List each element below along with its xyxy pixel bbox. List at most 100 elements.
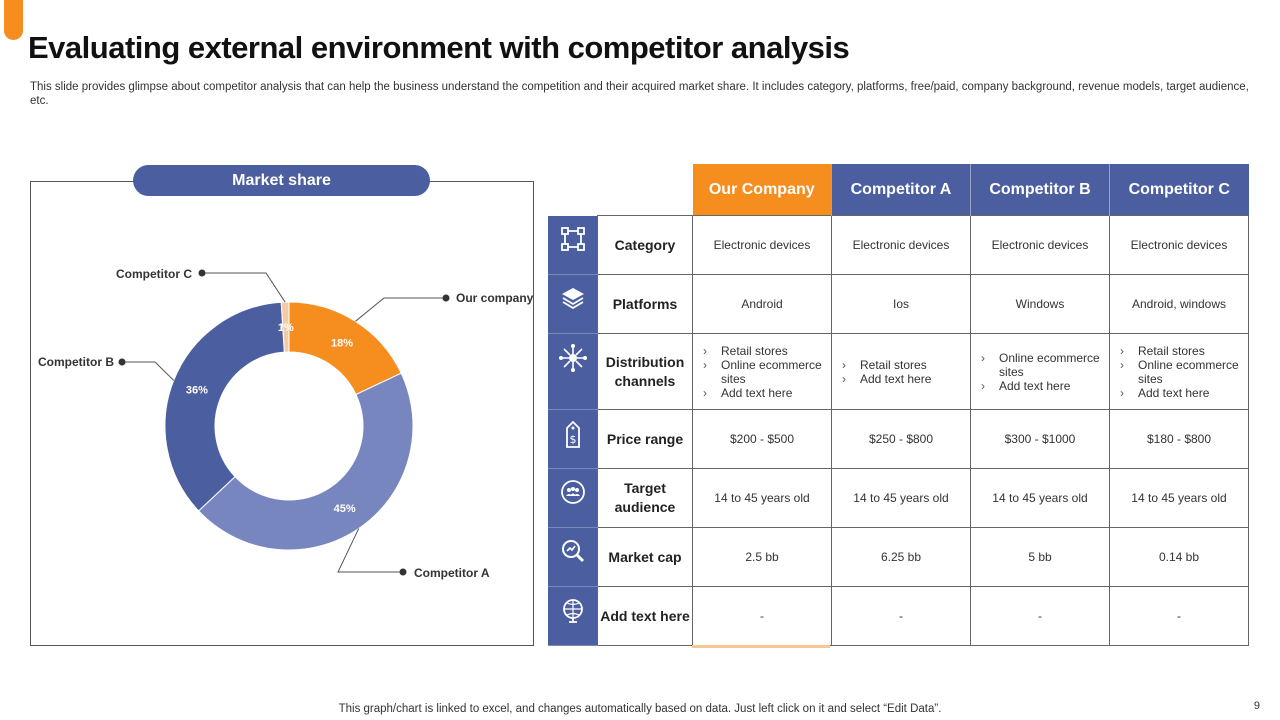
callout-line [122,361,175,381]
page-title: Evaluating external environment with com… [28,30,850,65]
table-row-category: Category Electronic devices Electronic d… [548,215,1249,275]
header-competitor-c: Competitor C [1109,164,1249,216]
row-label: Target audience [597,468,693,528]
header-competitor-b: Competitor B [970,164,1110,216]
table-cell: 0.14 bb [1109,527,1249,587]
footer-note: This graph/chart is linked to excel, and… [338,703,942,715]
list-item: Retail stores [703,344,831,358]
row-icon-cell [548,333,598,410]
list-item: Retail stores [1120,344,1248,358]
table-cell: Windows [970,274,1110,334]
table-cell: - [831,586,971,646]
table-cell: Android [692,274,832,334]
row-label: Platforms [597,274,693,334]
slice-value-label: 1% [278,322,294,334]
callout-line [202,272,286,303]
row-icon-cell [548,468,598,528]
callout-dot [399,568,407,576]
table-cell: Retail stores Online ecommerce sites Add… [1109,333,1249,410]
category-label-competitor-a: Competitor A [414,566,490,580]
globe-icon [562,599,583,623]
row-icon-cell: $ [548,409,598,469]
category-label-our-company: Our company [456,291,534,305]
table-cell: Online ecommerce sites Add text here [970,333,1110,410]
table-row-audience: Target audience 14 to 45 years old 14 to… [548,468,1249,528]
our-company-accent-bar [692,645,830,648]
table-cell: - [970,586,1110,646]
table-cell: Electronic devices [970,215,1110,275]
table-cell: $200 - $500 [692,409,832,469]
table-row-add-text: Add text here - - - - [548,586,1249,646]
table-cell: Android, windows [1109,274,1249,334]
list-item: Online ecommerce sites [1120,358,1248,386]
table-row-market-cap: Market cap 2.5 bb 6.25 bb 5 bb 0.14 bb [548,527,1249,587]
list-item: Add text here [703,386,831,400]
callout-dot [442,294,450,302]
row-label: Price range [597,409,693,469]
list-item: Retail stores [842,358,970,372]
donut-slice-competitor-a[interactable] [197,372,414,551]
header-our-company: Our Company [692,164,832,216]
svg-text:$: $ [569,433,576,446]
slice-value-label: 18% [331,337,353,349]
category-label-competitor-b: Competitor B [38,355,114,369]
callout-labels: 18% 45% 36% 1% Our company Competitor A Compet… [38,267,534,580]
row-icon-cell [548,586,598,646]
table-cell: 2.5 bb [692,527,832,587]
hub-icon [558,344,587,372]
row-icon-cell [548,527,598,587]
donut-slices [164,301,414,551]
table-row-price: $ Price range $200 - $500 $250 - $800 $3… [548,409,1249,469]
table-cell: 14 to 45 years old [970,468,1110,528]
audience-icon [560,480,585,504]
table-cell: Ios [831,274,971,334]
table-cell: - [692,586,832,646]
table-cell: 14 to 45 years old [692,468,832,528]
header-blank [548,164,693,216]
slice-value-label: 36% [186,385,208,397]
slice-value-label: 45% [334,503,356,515]
callout-dot [118,358,126,366]
callout-lines [118,269,450,576]
list-item: Add text here [981,379,1109,393]
layers-icon [561,288,584,310]
row-label: Add text here [597,586,693,646]
table-cell: Retail stores Online ecommerce sites Add… [692,333,832,410]
table-cell: $250 - $800 [831,409,971,469]
callout-line [337,528,403,573]
list-item: Add text here [1120,386,1248,400]
table-cell: $180 - $800 [1109,409,1249,469]
table-cell: Electronic devices [692,215,832,275]
row-label: Market cap [597,527,693,587]
list-item: Add text here [842,372,970,386]
network-icon [560,226,585,251]
list-item: Online ecommerce sites [703,358,831,386]
row-label: Distribution channels [597,333,693,410]
header-competitor-a: Competitor A [831,164,971,216]
table-cell: Electronic devices [831,215,971,275]
table-cell: 5 bb [970,527,1110,587]
page-number: 9 [1253,700,1260,712]
donut-slice-competitor-c[interactable] [280,301,290,353]
table-cell: Electronic devices [1109,215,1249,275]
page-subtitle: This slide provides glimpse about compet… [30,81,1249,107]
donut-slice-competitor-b[interactable] [164,301,285,512]
table-cell: 14 to 45 years old [831,468,971,528]
table-row-distribution: Distribution channels Retail stores Onli… [548,333,1249,410]
table-cell: 6.25 bb [831,527,971,587]
price-tag-icon: $ [565,420,580,448]
callout-dot [198,269,206,277]
list-item: Online ecommerce sites [981,351,1109,379]
category-label-competitor-c: Competitor C [116,267,192,281]
callout-line [355,297,446,322]
chart-title-pill: Market share [133,165,430,196]
bullet-list: Retail stores Add text here [832,358,970,386]
table-cell: Retail stores Add text here [831,333,971,410]
table-row-platforms: Platforms Android Ios Windows Android, w… [548,274,1249,334]
bullet-list: Online ecommerce sites Add text here [971,351,1109,393]
row-icon-cell [548,215,598,275]
competitor-table: Our Company Competitor A Competitor B Co… [548,164,1249,646]
row-icon-cell [548,274,598,334]
bullet-list: Retail stores Online ecommerce sites Add… [693,344,831,400]
